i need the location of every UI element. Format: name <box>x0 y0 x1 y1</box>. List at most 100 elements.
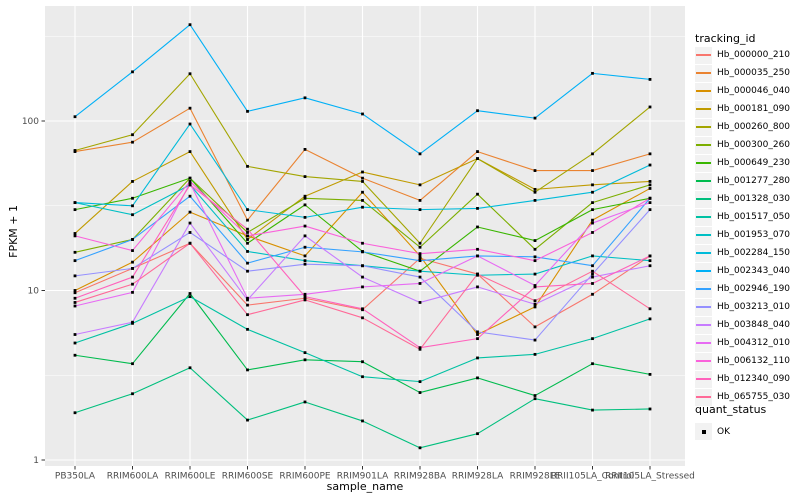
legend-line-swatch <box>696 180 711 182</box>
data-point <box>648 163 652 167</box>
legend-line-swatch <box>696 162 711 164</box>
data-point <box>591 152 594 156</box>
data-point <box>361 190 364 194</box>
data-point <box>418 269 422 273</box>
data-point <box>476 285 479 289</box>
data-point <box>131 267 134 270</box>
legend-line-swatch <box>696 306 711 308</box>
data-point <box>73 291 77 295</box>
data-point <box>591 362 594 366</box>
data-point <box>246 303 249 307</box>
legend-key <box>695 154 712 172</box>
legend-item-label: Hb_000181_090 <box>717 104 791 114</box>
data-point <box>73 208 77 212</box>
data-point <box>246 238 249 241</box>
data-point <box>73 149 77 152</box>
legend-line-swatch <box>696 324 711 326</box>
legend-line-swatch <box>696 108 711 110</box>
legend-key <box>695 136 712 154</box>
ok-point-swatch <box>695 423 712 440</box>
data-point <box>591 272 594 276</box>
data-point <box>418 282 422 285</box>
legend-item: Hb_000000_210 <box>695 46 790 64</box>
data-point <box>188 194 192 198</box>
x-tick-label: RRIM928LE <box>510 472 561 482</box>
legend-item: Hb_000260_800 <box>695 118 790 136</box>
data-point <box>533 299 537 303</box>
x-tick-label: RRII105LA_Stressed <box>605 472 695 482</box>
data-point <box>533 325 537 329</box>
data-point <box>648 183 652 187</box>
data-point <box>476 247 479 251</box>
legend-line-swatch <box>696 216 711 218</box>
data-point <box>131 282 134 286</box>
data-point <box>73 411 77 415</box>
data-point <box>476 337 479 341</box>
data-point <box>648 254 652 258</box>
data-point <box>591 221 594 225</box>
legend-line-swatch <box>696 126 711 128</box>
data-point <box>648 201 652 205</box>
legend-key <box>695 262 712 280</box>
legend-item: Hb_000649_230 <box>695 154 790 172</box>
data-point <box>361 241 364 245</box>
data-point <box>303 224 307 228</box>
data-point <box>361 250 364 254</box>
data-point <box>188 122 192 126</box>
data-point <box>303 358 307 362</box>
data-point <box>246 261 249 265</box>
legend-line-swatch <box>696 234 711 236</box>
data-point <box>73 353 77 357</box>
data-point <box>648 372 652 376</box>
data-point <box>188 366 192 370</box>
data-point <box>188 231 192 234</box>
data-point <box>533 199 537 202</box>
data-point <box>533 338 537 342</box>
legend: tracking_id Hb_000000_210 Hb_000035_250 Hb… <box>693 0 799 500</box>
data-point <box>591 292 594 296</box>
data-point <box>73 232 77 235</box>
data-point <box>131 196 134 200</box>
data-point <box>418 245 422 249</box>
data-point <box>131 249 134 252</box>
legend-line-swatch <box>696 342 711 344</box>
data-point <box>246 327 249 331</box>
legend-item-label: Hb_003848_040 <box>717 320 791 330</box>
data-point <box>591 71 594 75</box>
data-point <box>361 307 364 311</box>
data-point <box>188 181 192 185</box>
legend-item: Hb_003213_010 <box>695 298 790 316</box>
data-point <box>648 407 652 411</box>
data-point <box>418 199 422 202</box>
panel-background <box>45 6 685 466</box>
legend-item-label: Hb_065755_030 <box>717 392 791 402</box>
legend-line-swatch <box>696 270 711 272</box>
legend-item-label: Hb_001328_030 <box>717 194 791 204</box>
data-point <box>533 116 537 120</box>
legend-key <box>695 46 712 64</box>
data-point <box>533 239 537 242</box>
data-point <box>648 259 652 263</box>
data-point <box>303 292 307 296</box>
x-tick-label: RRIM928BA <box>394 472 447 482</box>
legend-item-label: Hb_006132_110 <box>717 356 791 366</box>
data-point <box>188 295 192 299</box>
legend-line-swatch <box>696 72 711 74</box>
x-tick-label: RRIM600LE <box>165 472 216 482</box>
data-point <box>131 204 134 208</box>
data-point <box>418 346 422 350</box>
data-point <box>591 264 594 268</box>
data-point <box>361 199 364 202</box>
data-point <box>131 275 134 279</box>
legend-item: Hb_002946_190 <box>695 280 791 298</box>
legend-title-quant-status: quant_status <box>695 403 767 416</box>
data-point <box>533 272 537 276</box>
x-tick-label: RRIM600PE <box>279 472 331 482</box>
x-tick-label: RRII105LA_Control <box>551 472 634 482</box>
data-point <box>533 190 537 194</box>
data-point <box>246 208 249 212</box>
legend-item-label: Hb_002946_190 <box>717 284 791 294</box>
legend-item: Hb_002343_040 <box>695 262 790 280</box>
legend-line-swatch <box>696 90 711 92</box>
